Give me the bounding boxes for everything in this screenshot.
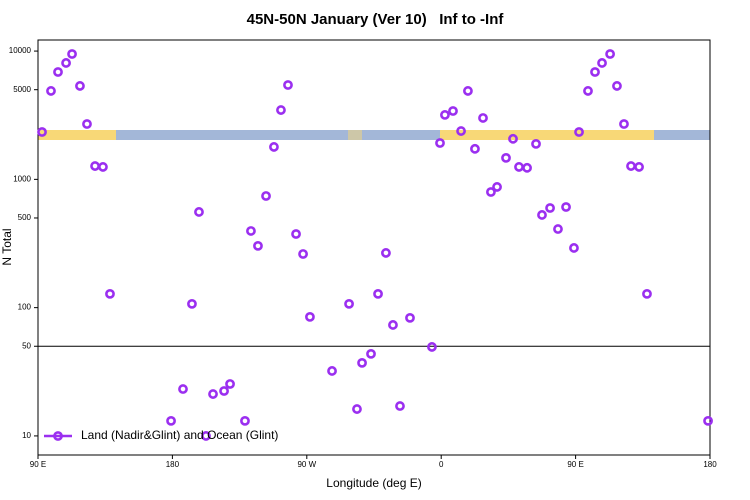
data-point: [395, 401, 405, 411]
x-tick-label: 0: [439, 460, 444, 469]
y-tick-label: 50: [22, 341, 31, 350]
data-point: [553, 224, 563, 234]
data-point: [388, 320, 398, 330]
y-tick-label: 5000: [13, 85, 31, 94]
data-point: [208, 389, 218, 399]
data-point: [463, 86, 473, 96]
x-tick-label: 90 W: [297, 460, 316, 469]
land-strip: [38, 130, 116, 140]
data-point: [219, 386, 229, 396]
data-point: [75, 81, 85, 91]
data-point: [166, 415, 176, 426]
land-ocean-band: [38, 130, 710, 140]
ocean-strip: [116, 130, 440, 140]
data-point: [531, 138, 541, 149]
data-point: [261, 191, 271, 201]
plot-frame: [37, 39, 711, 456]
y-axis-label: N Total: [0, 228, 14, 265]
data-point: [456, 126, 466, 136]
data-point: [597, 58, 607, 68]
x-tick-label: 90 E: [567, 460, 583, 469]
data-point: [703, 415, 713, 426]
data-point: [634, 162, 644, 172]
data-point: [501, 152, 511, 163]
data-point: [276, 105, 286, 115]
data-point: [98, 162, 108, 172]
data-point: [583, 86, 593, 96]
data-point: [440, 110, 450, 120]
y-tick-label: 500: [18, 213, 32, 222]
x-tick-label: 180: [166, 460, 180, 469]
data-point: [537, 210, 547, 220]
data-point: [642, 288, 652, 299]
data-point: [105, 288, 115, 299]
data-point: [178, 384, 188, 394]
data-point: [253, 240, 263, 251]
data-point: [283, 80, 293, 90]
data-point: [405, 312, 415, 323]
data-point: [46, 86, 56, 96]
data-point: [612, 81, 622, 91]
x-tick-label: 180: [703, 460, 717, 469]
y-tick-label: 100: [18, 303, 32, 312]
data-point: [327, 366, 337, 376]
data-point: [201, 431, 211, 441]
data-point: [486, 187, 496, 197]
data-point: [373, 288, 383, 299]
data-point: [357, 357, 367, 368]
data-point: [590, 67, 600, 77]
y-tick-label: 10000: [9, 46, 32, 55]
data-point: [470, 143, 480, 154]
data-point: [366, 348, 376, 359]
data-point: [344, 298, 354, 309]
data-point: [492, 182, 502, 192]
x-axis-label: Longitude (deg E): [326, 476, 421, 490]
land-strip: [440, 130, 654, 140]
data-point: [246, 226, 256, 236]
data-point: [352, 404, 362, 414]
data-point: [187, 298, 197, 309]
data-point: [448, 106, 458, 116]
data-point: [545, 203, 555, 213]
data-point: [37, 127, 47, 137]
data-point: [225, 379, 235, 389]
data-point: [67, 49, 77, 59]
x-tick-label: 90 E: [30, 460, 46, 469]
data-point: [298, 249, 308, 259]
data-point: [435, 138, 445, 148]
data-point: [478, 113, 488, 123]
legend-marker: [53, 431, 63, 441]
y-tick-label: 10: [22, 431, 31, 440]
data-point: [569, 243, 579, 253]
data-point: [522, 162, 532, 173]
data-point: [291, 229, 301, 239]
data-point: [269, 142, 279, 152]
land-strip: [348, 130, 362, 140]
data-point: [53, 67, 63, 77]
chart-title: 45N-50N January (Ver 10) Inf to -Inf: [247, 11, 505, 28]
ocean-strip: [654, 130, 710, 140]
legend-label: Land (Nadir&Glint) and Ocean (Glint): [81, 428, 278, 442]
data-point: [574, 127, 584, 137]
data-point: [427, 342, 437, 352]
data-point: [619, 119, 629, 129]
data-point: [508, 133, 518, 144]
y-tick-label: 1000: [13, 174, 31, 183]
data-point: [381, 248, 391, 258]
data-point: [561, 202, 571, 212]
data-point: [194, 207, 204, 217]
data-point: [605, 49, 615, 59]
data-point: [61, 58, 71, 68]
data-point: [240, 415, 250, 426]
data-point: [305, 311, 315, 322]
data-point: [82, 119, 92, 129]
